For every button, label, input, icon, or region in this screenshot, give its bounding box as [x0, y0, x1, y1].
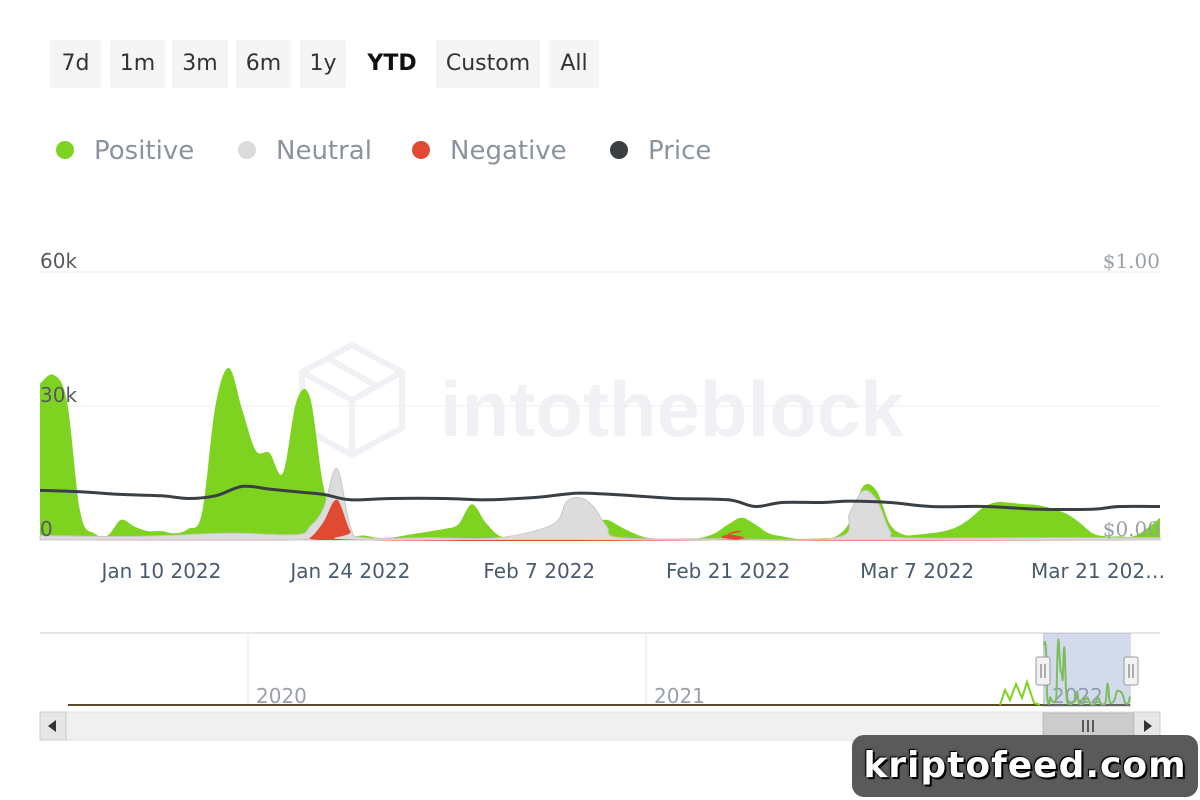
x-tick-label: Mar 7 2022: [860, 559, 974, 583]
x-tick-label: Jan 24 2022: [288, 559, 410, 583]
legend-item-price[interactable]: Price: [610, 128, 711, 174]
range-button-1m[interactable]: 1m: [110, 40, 165, 88]
area-series-neutral: [39, 467, 1161, 541]
watermark-text: intotheblock: [440, 365, 904, 453]
navigator-series-positive: [1043, 638, 1131, 706]
range-button-7d[interactable]: 7d: [50, 40, 101, 88]
legend-dot-positive: [56, 140, 74, 159]
x-tick-label: Mar 21 202…: [1031, 559, 1165, 583]
legend-label-positive: Positive: [94, 136, 195, 166]
branding-text: kriptofeed.com: [863, 745, 1187, 786]
scrollbar-thumb[interactable]: [1042, 712, 1134, 740]
chevron-right-icon: [1144, 720, 1152, 732]
y-right-tick-label: $1.00: [1103, 249, 1160, 273]
navigator-handle-left[interactable]: [1035, 656, 1051, 686]
chart-watermark: intotheblock: [299, 341, 904, 459]
x-tick-label: Jan 10 2022: [99, 559, 221, 583]
chart-price-line: [39, 484, 1161, 511]
legend-item-negative[interactable]: Negative: [412, 128, 567, 174]
range-button-6m[interactable]: 6m: [236, 40, 291, 88]
navigator[interactable]: 2020 2021 2022: [39, 632, 1161, 741]
legend-dot-neutral: [238, 140, 256, 159]
legend-item-neutral[interactable]: Neutral: [238, 128, 372, 174]
range-button-all[interactable]: All: [549, 40, 599, 88]
x-tick-label: Feb 21 2022: [666, 559, 790, 583]
intotheblock-logo-icon: [299, 341, 405, 459]
legend-dot-price: [610, 140, 628, 159]
x-tick-label: Feb 7 2022: [483, 559, 595, 583]
range-button-ytd[interactable]: YTD: [355, 40, 429, 88]
scrollbar-left-button[interactable]: [39, 711, 67, 741]
y-left-tick-label: 0: [40, 517, 53, 541]
navigator-handle-right[interactable]: [1123, 656, 1139, 686]
range-button-3m[interactable]: 3m: [172, 40, 228, 88]
chart-areas: [39, 367, 1161, 541]
legend-item-positive[interactable]: Positive: [56, 128, 194, 174]
range-button-1y[interactable]: 1y: [300, 40, 346, 88]
range-button-custom[interactable]: Custom: [436, 40, 540, 88]
chart-axes: 0 30k 60k $0.00 $1.00 Jan 10 2022 Jan 24 2022 F…: [40, 249, 1165, 583]
area-series-negative: [40, 499, 1160, 541]
legend-label-price: Price: [648, 136, 712, 166]
navigator-mask[interactable]: [1043, 633, 1131, 707]
area-series-positive: [40, 367, 1160, 540]
y-right-tick-label: $0.00: [1103, 517, 1160, 541]
y-left-tick-label: 60k: [40, 249, 77, 273]
navigator-series-prior: [999, 678, 1041, 706]
chevron-left-icon: [48, 720, 56, 732]
line-series-price: [39, 484, 1161, 511]
legend-dot-negative: [412, 140, 430, 159]
legend-label-negative: Negative: [450, 136, 567, 166]
y-left-tick-label: 30k: [40, 383, 77, 407]
legend-label-neutral: Neutral: [276, 136, 372, 166]
branding-badge: [852, 735, 1198, 797]
